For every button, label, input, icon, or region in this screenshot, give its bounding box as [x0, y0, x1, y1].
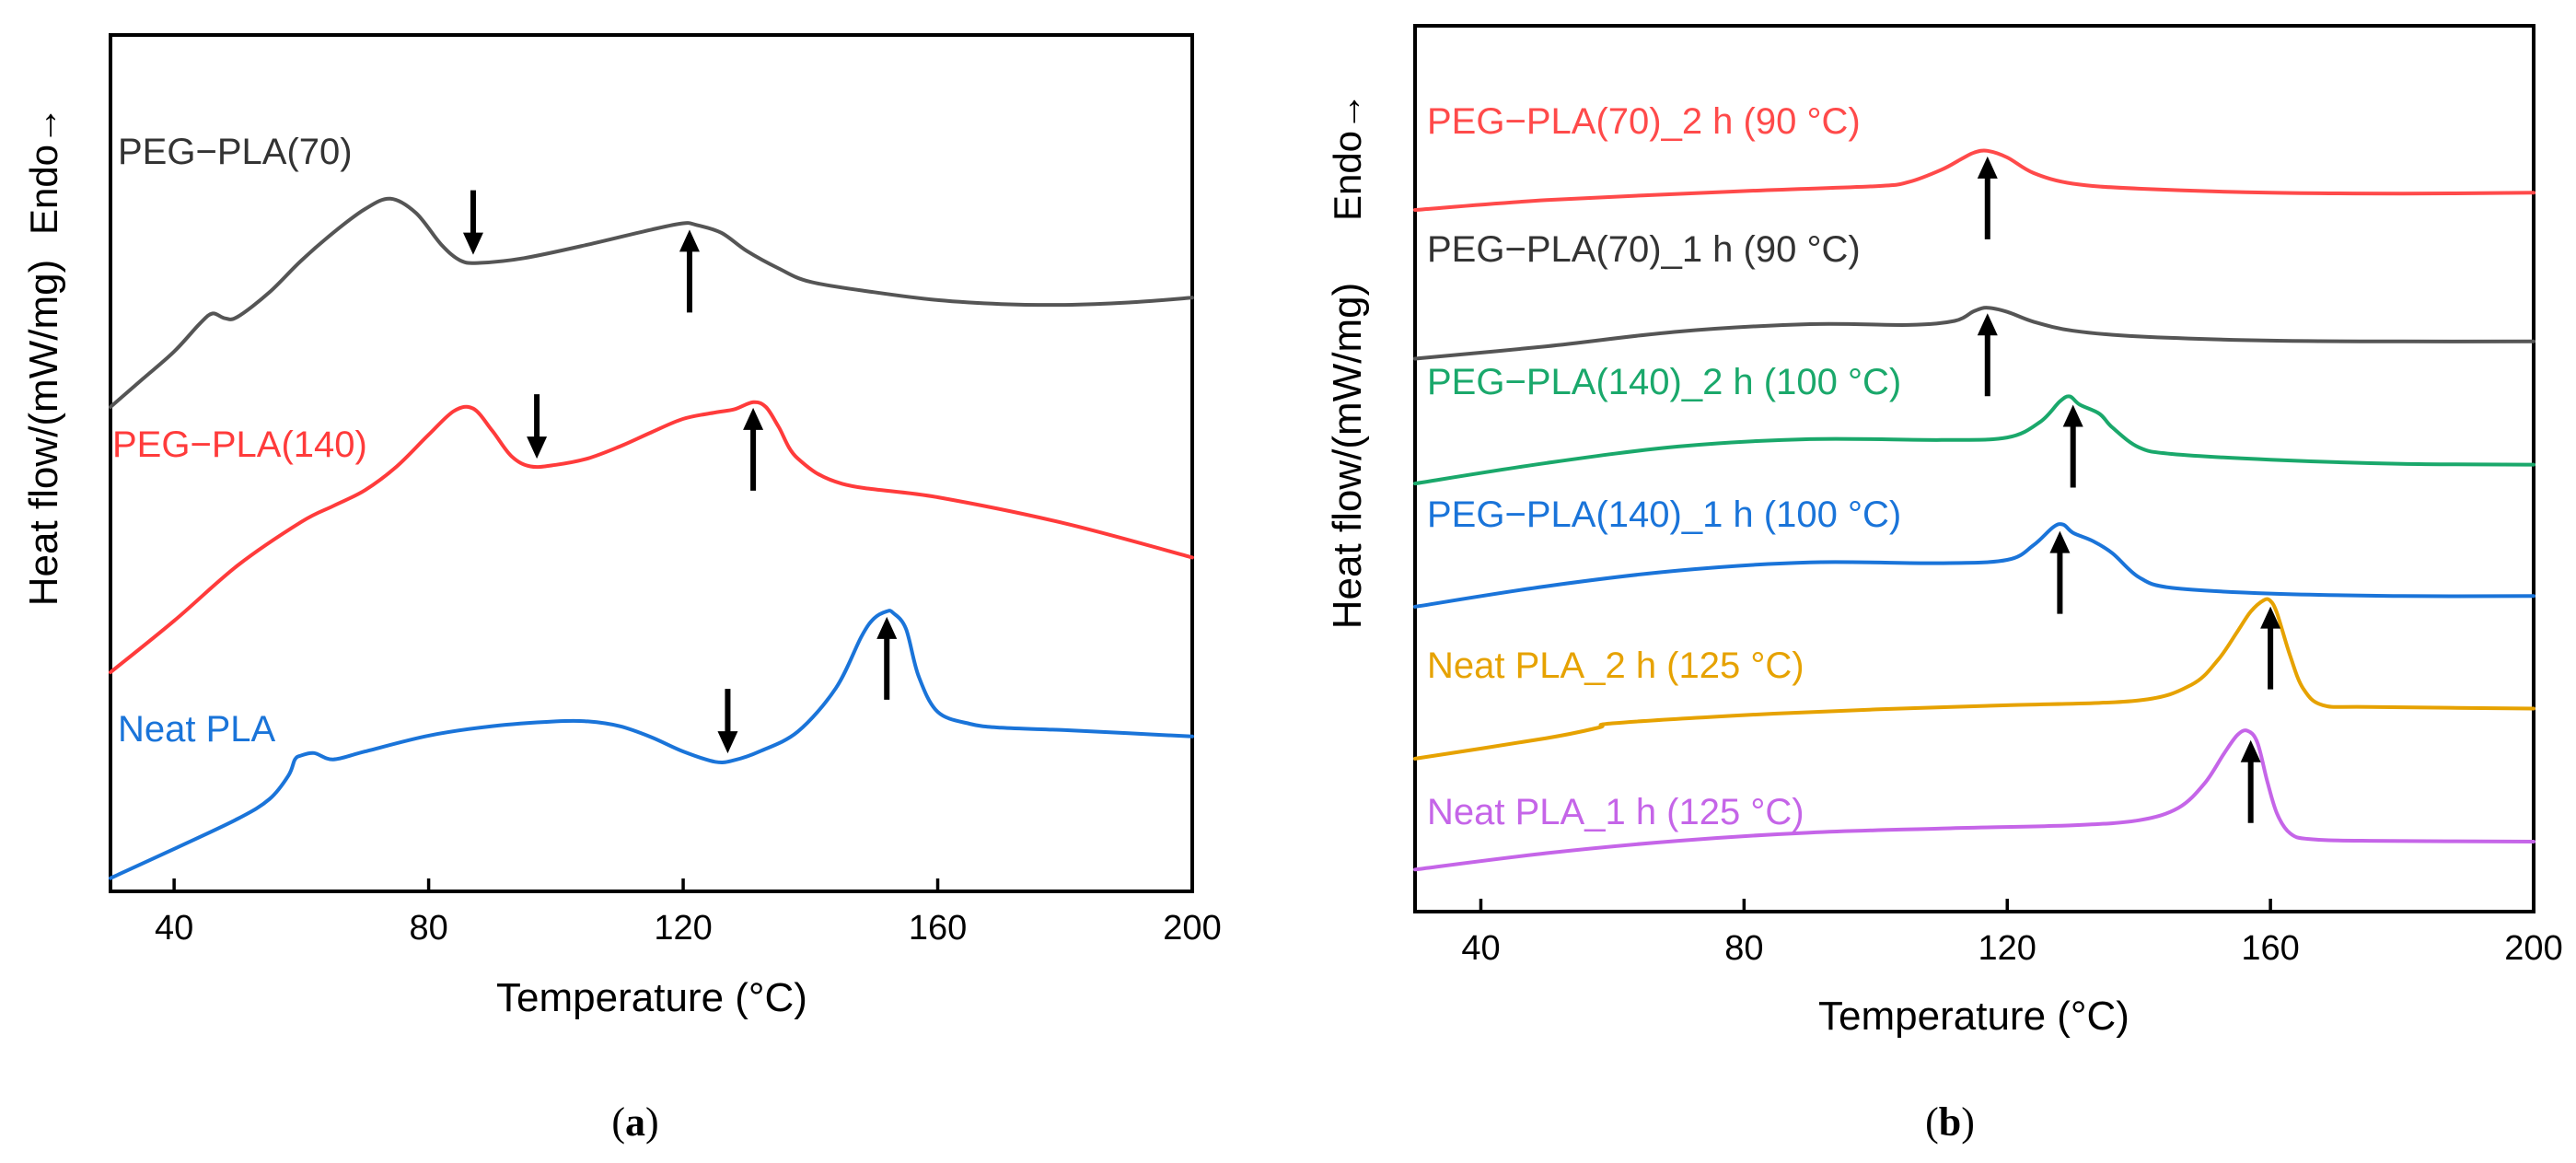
arrow-down-2-1	[527, 394, 548, 459]
arrow-up-2-2	[743, 407, 764, 491]
x-tick-label: 80	[1724, 929, 1763, 968]
arrow-down-1-1	[462, 190, 483, 255]
arrow-up-6-1	[2240, 739, 2261, 823]
x-tick-label: 120	[654, 909, 712, 948]
x-tick-label: 80	[409, 909, 447, 948]
panel-b-endo-label: Endo→	[1326, 92, 1369, 221]
panel-b-label-peg-pla-140-1h: PEG−PLA(140)_1 h (100 °C)	[1427, 494, 1901, 535]
panel-a-y-axis-label: Heat flow/(mW/mg)	[21, 260, 66, 606]
panel-b-label-peg-pla-70-2h: PEG−PLA(70)_2 h (90 °C)	[1427, 101, 1861, 142]
series-line-3	[109, 609, 1194, 880]
panel-b-label-peg-pla-140-2h: PEG−PLA(140)_2 h (100 °C)	[1427, 362, 1901, 402]
panel-a-endo-label: Endo→	[22, 106, 65, 235]
arrow-up-3-1	[2062, 404, 2083, 488]
x-tick-label: 160	[2241, 929, 2299, 968]
panel-a-label-neat-pla: Neat PLA	[118, 709, 276, 750]
series-line-2	[109, 400, 1194, 675]
panel-b-label-neat-pla-2h: Neat PLA_2 h (125 °C)	[1427, 645, 1804, 686]
arrow-up-1-2	[679, 229, 700, 313]
panel-b-plot-frame	[1413, 24, 2535, 913]
x-tick-label: 40	[1461, 929, 1500, 968]
panel-a-arrows	[462, 190, 898, 754]
panel-b-chart: 40 80 120 160 200 Temperature (°C) Heat flow…	[1325, 24, 2563, 1145]
panel-a-x-axis-label: Temperature (°C)	[496, 975, 807, 1020]
panel-b-curves	[1413, 148, 2535, 872]
panel-a-x-axis: 40 80 120 160 200	[155, 878, 1222, 948]
x-tick-label: 40	[155, 909, 193, 948]
panel-b-label-neat-pla-1h: Neat PLA_1 h (125 °C)	[1427, 792, 1804, 832]
arrow-down-3-1	[717, 689, 738, 754]
series-line-6	[1413, 728, 2535, 872]
x-tick-label: 160	[909, 909, 967, 948]
arrow-up-4-1	[2049, 530, 2071, 614]
panel-b-y-axis-label: Heat flow/(mW/mg)	[1325, 283, 1370, 629]
arrow-up-1-1	[1977, 156, 1998, 239]
series-line-1	[109, 196, 1194, 409]
panel-a-plot-frame	[109, 33, 1194, 893]
panel-b-caption: (b)	[1925, 1099, 1975, 1145]
arrow-up-2-1	[1977, 313, 1998, 397]
panel-a-chart: 40 80 120 160 200 Temperature (°C) Heat flow…	[21, 33, 1222, 1145]
panel-b-x-axis: 40 80 120 160 200	[1461, 899, 2563, 968]
arrow-up-3-2	[876, 616, 898, 700]
series-line-1	[1413, 148, 2535, 212]
panel-a-caption: (a)	[611, 1099, 658, 1145]
panel-b-label-peg-pla-70-1h: PEG−PLA(70)_1 h (90 °C)	[1427, 229, 1861, 270]
x-tick-label: 200	[1163, 909, 1221, 948]
series-line-3	[1413, 394, 2535, 486]
panel-b-x-axis-label: Temperature (°C)	[1818, 994, 2129, 1039]
x-tick-label: 200	[2504, 929, 2562, 968]
panel-a-curves	[109, 196, 1194, 880]
x-tick-label: 120	[1978, 929, 2036, 968]
panel-b-arrows	[1977, 156, 2281, 823]
series-line-5	[1413, 597, 2535, 761]
arrow-up-5-1	[2260, 606, 2281, 690]
series-line-2	[1413, 306, 2535, 361]
panel-a-label-peg-pla-70: PEG−PLA(70)	[118, 132, 353, 172]
panel-a-label-peg-pla-140: PEG−PLA(140)	[112, 424, 367, 465]
series-line-4	[1413, 522, 2535, 609]
